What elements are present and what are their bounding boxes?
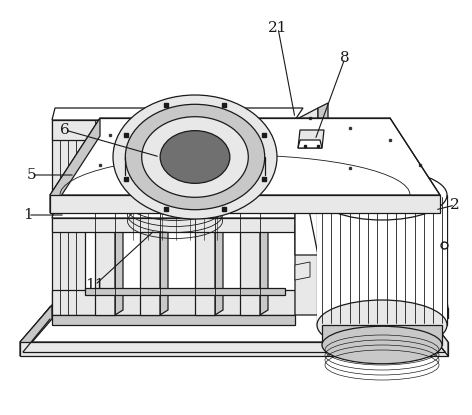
Polygon shape (322, 325, 442, 345)
Ellipse shape (125, 104, 265, 210)
Text: 8: 8 (340, 51, 350, 65)
Text: 6: 6 (60, 123, 70, 137)
Ellipse shape (317, 300, 447, 350)
Text: 11: 11 (85, 278, 105, 292)
Polygon shape (23, 307, 445, 340)
Text: 21: 21 (268, 21, 288, 35)
Polygon shape (23, 340, 445, 352)
Polygon shape (115, 115, 123, 315)
Polygon shape (215, 115, 223, 315)
Polygon shape (52, 120, 295, 140)
Polygon shape (52, 120, 85, 315)
Polygon shape (295, 182, 310, 200)
Polygon shape (52, 290, 295, 315)
Ellipse shape (160, 131, 230, 183)
Polygon shape (295, 222, 310, 240)
Polygon shape (318, 308, 448, 318)
Polygon shape (52, 218, 295, 232)
Polygon shape (20, 305, 52, 356)
Ellipse shape (152, 173, 197, 197)
Text: 2: 2 (450, 198, 460, 212)
Polygon shape (318, 288, 448, 308)
Ellipse shape (317, 170, 447, 220)
Polygon shape (260, 115, 268, 315)
Polygon shape (195, 120, 215, 315)
Text: 1: 1 (23, 208, 33, 222)
Polygon shape (295, 108, 318, 315)
Polygon shape (240, 120, 260, 315)
Polygon shape (20, 342, 448, 356)
Polygon shape (52, 208, 303, 218)
Polygon shape (317, 195, 447, 325)
Polygon shape (50, 118, 440, 195)
Ellipse shape (142, 117, 248, 197)
Text: 5: 5 (27, 168, 37, 182)
Polygon shape (295, 142, 310, 160)
Polygon shape (95, 120, 115, 315)
Polygon shape (298, 140, 322, 148)
Ellipse shape (140, 166, 210, 204)
Ellipse shape (160, 149, 230, 201)
Polygon shape (52, 108, 303, 120)
Polygon shape (50, 195, 440, 213)
Polygon shape (50, 118, 100, 213)
Polygon shape (23, 307, 50, 352)
Ellipse shape (322, 326, 442, 364)
Polygon shape (420, 305, 448, 356)
Polygon shape (160, 115, 168, 315)
Polygon shape (140, 120, 160, 315)
Polygon shape (85, 288, 285, 295)
Polygon shape (295, 132, 318, 255)
Polygon shape (298, 130, 324, 148)
Ellipse shape (129, 160, 221, 210)
Ellipse shape (113, 95, 277, 219)
Polygon shape (295, 262, 310, 280)
Polygon shape (20, 305, 448, 342)
Polygon shape (52, 315, 295, 325)
Polygon shape (318, 103, 328, 315)
